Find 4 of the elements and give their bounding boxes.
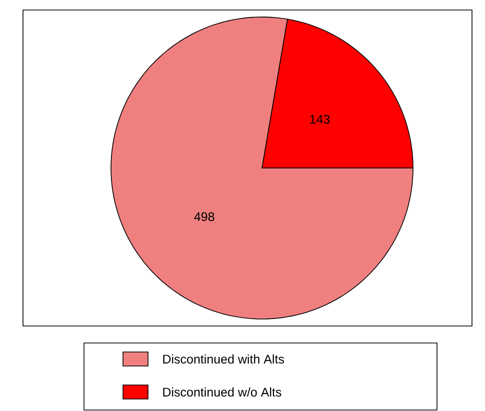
legend-label: Discontinued with Alts: [163, 354, 284, 364]
data-label: 498: [194, 212, 214, 222]
legend-label: Discontinued w/o Alts: [163, 387, 282, 397]
data-label: 143: [310, 114, 330, 124]
